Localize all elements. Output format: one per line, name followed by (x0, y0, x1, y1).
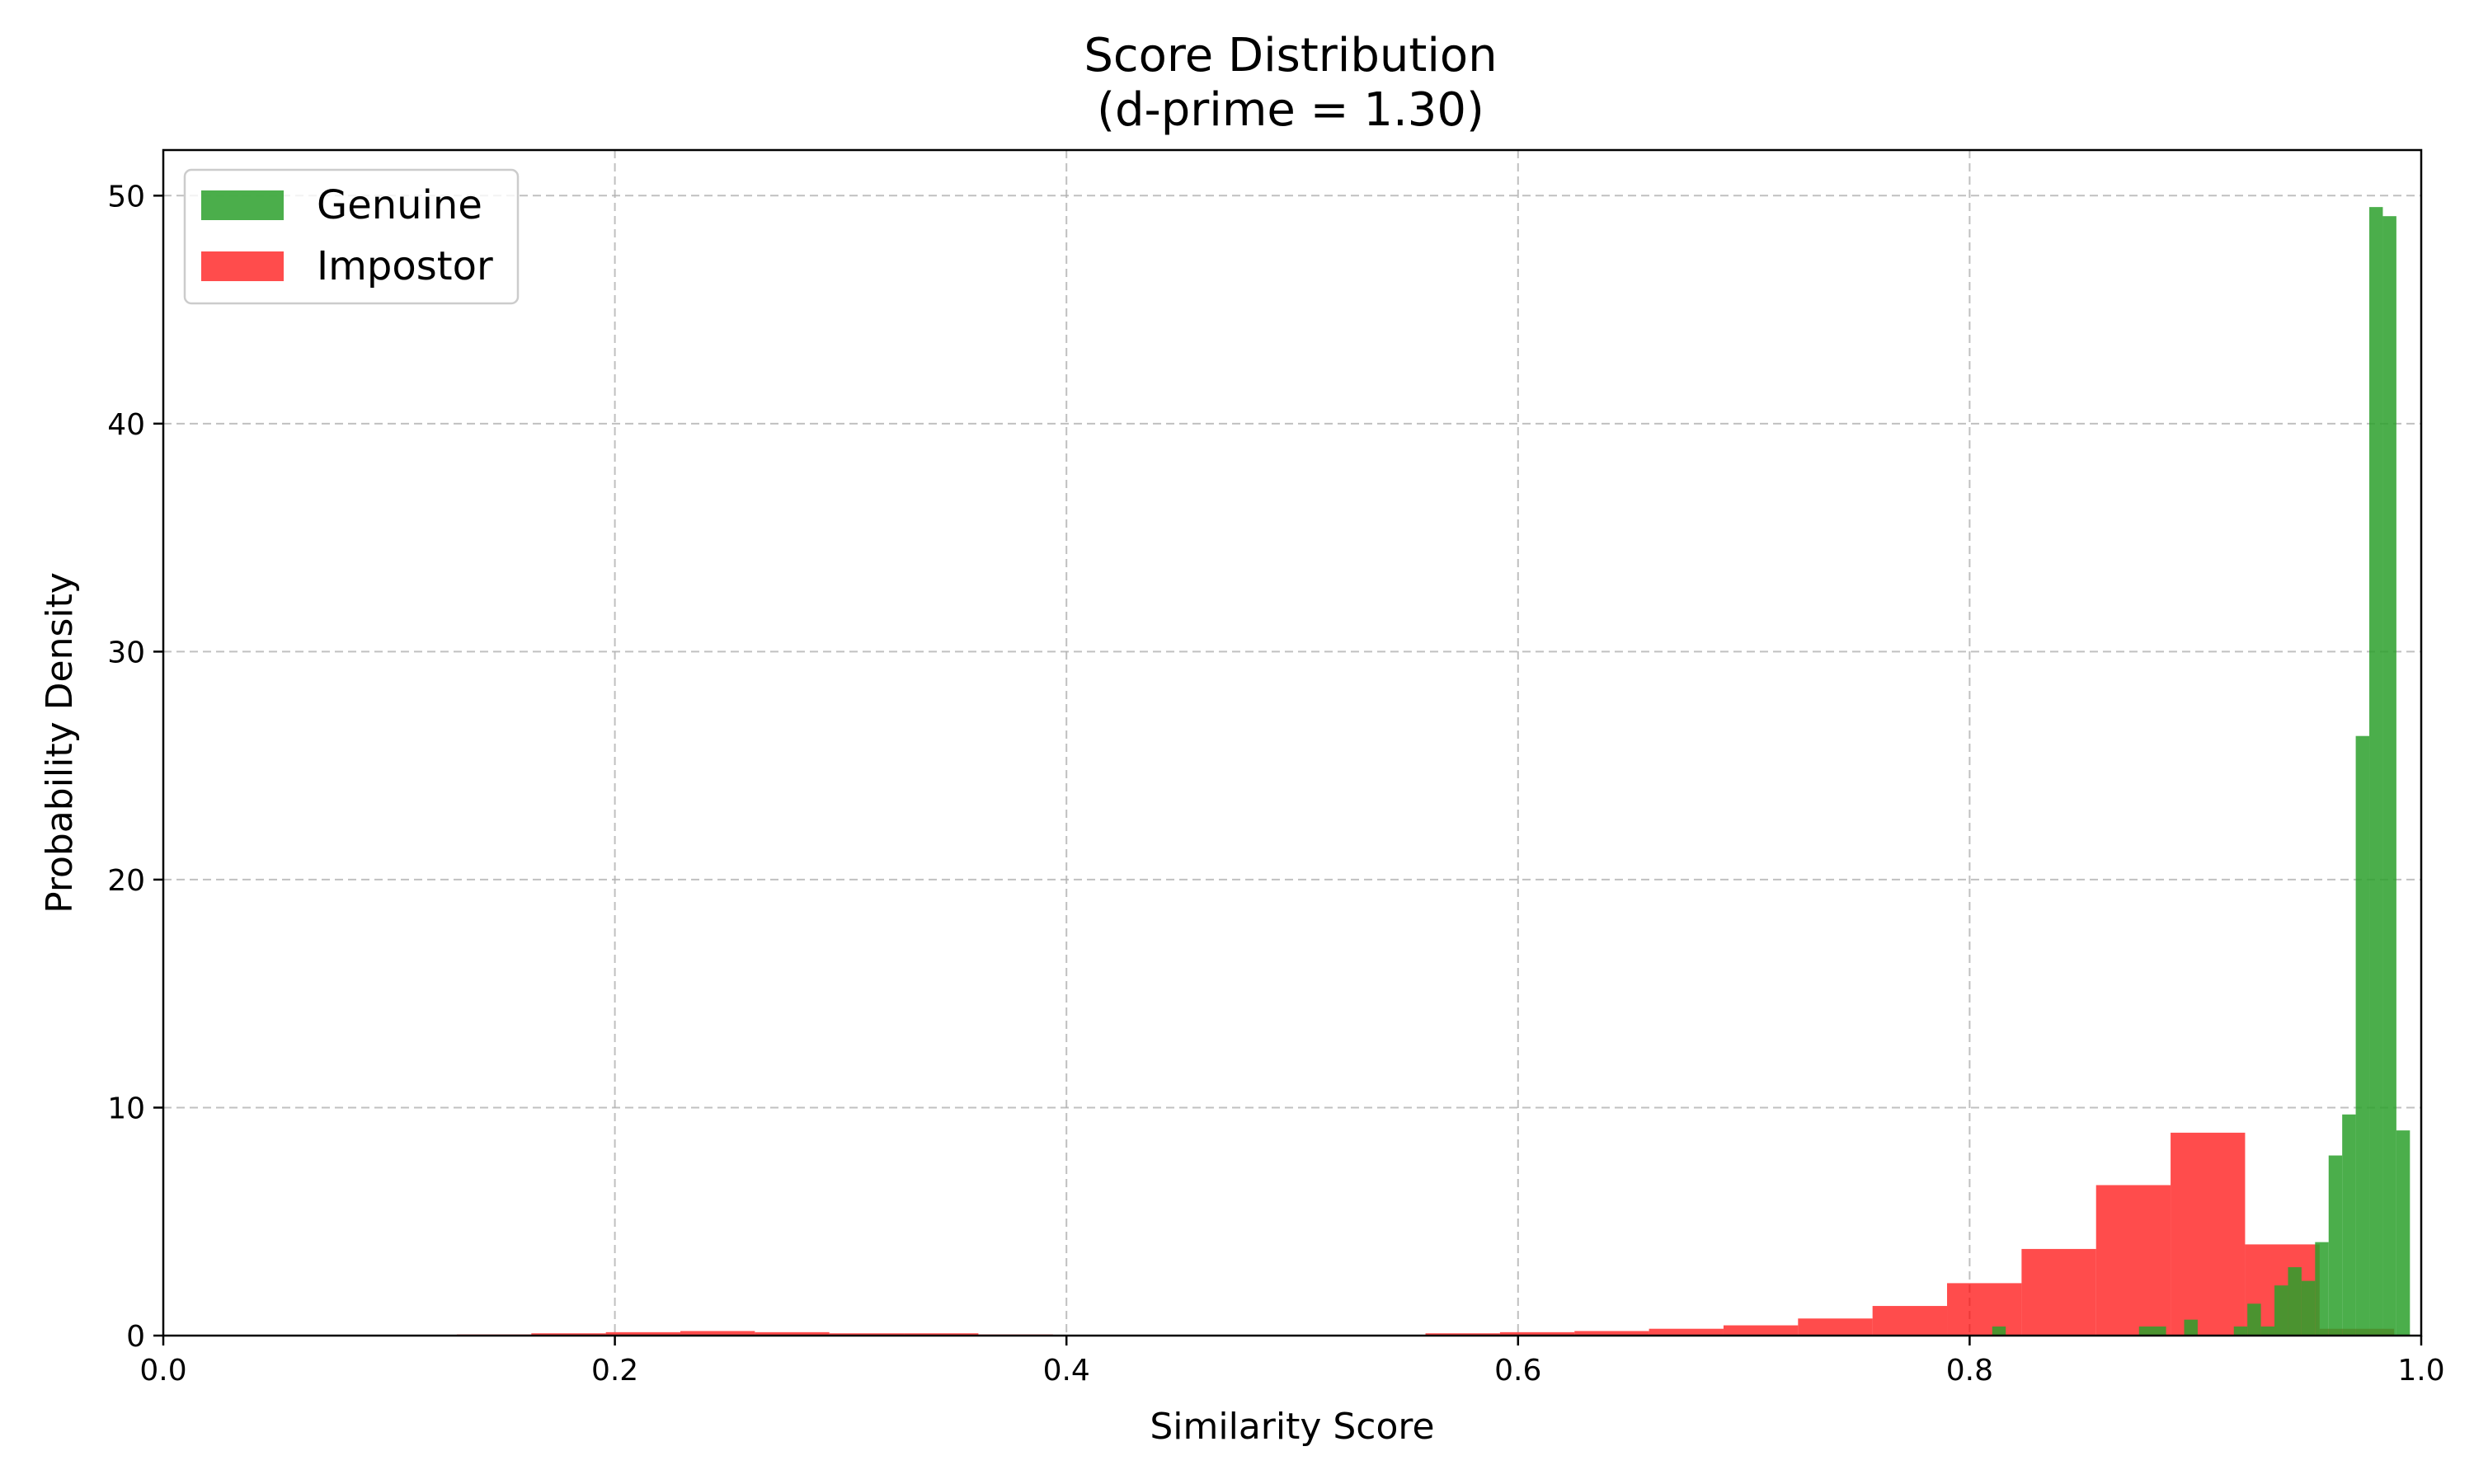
bar-impostor (680, 1331, 755, 1336)
y-tick-label: 10 (107, 1092, 145, 1125)
plot-background (163, 150, 2421, 1336)
legend-label-impostor: Impostor (317, 243, 493, 289)
bar-impostor (904, 1333, 979, 1336)
bar-genuine (2328, 1155, 2343, 1336)
y-tick-label: 30 (107, 636, 145, 669)
bar-genuine (2233, 1326, 2248, 1336)
bar-impostor (1872, 1306, 1948, 1336)
chart-title: Score Distribution (1084, 29, 1497, 82)
legend-swatch-impostor (201, 251, 284, 281)
x-axis-ticks: 0.0 0.2 0.4 0.6 0.8 1.0 (139, 1336, 2445, 1388)
bar-genuine (2301, 1280, 2316, 1336)
plot-frame (162, 148, 2423, 1337)
bar-impostor (755, 1331, 830, 1336)
x-tick-label: 0.0 (139, 1354, 186, 1388)
bar-impostor (1947, 1283, 2022, 1336)
bar-impostor (2171, 1132, 2246, 1336)
plot-area: 0.0 0.2 0.4 0.6 0.8 1.0 0 10 20 30 40 50 (107, 148, 2445, 1388)
x-tick-label: 0.4 (1043, 1354, 1090, 1388)
bar-genuine (2396, 1130, 2411, 1336)
x-tick-label: 0.6 (1494, 1354, 1541, 1388)
bar-impostor (1425, 1333, 1500, 1336)
bar-genuine (1992, 1326, 2006, 1336)
bar-genuine (2382, 216, 2396, 1336)
bar-genuine (2369, 207, 2383, 1336)
x-axis-label: Similarity Score (1150, 1406, 1434, 1448)
series-genuine (1992, 207, 2411, 1336)
bar-genuine (2274, 1285, 2288, 1336)
x-tick-label: 0.8 (1946, 1354, 1993, 1388)
bar-impostor (1723, 1325, 1799, 1336)
bar-impostor (1499, 1331, 1575, 1336)
bar-impostor (1798, 1318, 1873, 1336)
bar-impostor (2021, 1248, 2096, 1336)
bar-genuine (2355, 735, 2370, 1336)
grid-lines (163, 150, 2421, 1336)
legend-label-genuine: Genuine (317, 182, 482, 228)
bar-genuine (2184, 1319, 2198, 1336)
bar-impostor (2095, 1185, 2171, 1336)
bar-genuine (2342, 1114, 2356, 1336)
bar-impostor (531, 1333, 606, 1336)
bar-genuine (2315, 1242, 2329, 1336)
legend-swatch-genuine (201, 190, 284, 220)
series-impostor (456, 1132, 2395, 1336)
histogram-bars (456, 207, 2411, 1336)
chart-subtitle: (d-prime = 1.30) (1097, 83, 1484, 137)
bar-impostor (829, 1333, 905, 1336)
bar-impostor (605, 1331, 681, 1336)
y-axis-ticks: 0 10 20 30 40 50 (107, 180, 163, 1354)
bar-impostor (1649, 1328, 1724, 1336)
y-tick-label: 20 (107, 864, 145, 898)
x-tick-label: 0.2 (591, 1354, 638, 1388)
legend: Genuine Impostor (183, 168, 520, 305)
y-tick-label: 0 (126, 1320, 145, 1354)
bar-impostor (1574, 1331, 1649, 1336)
bar-genuine (2138, 1326, 2166, 1336)
y-axis-label: Probability Density (39, 572, 81, 913)
x-tick-label: 1.0 (2397, 1354, 2444, 1388)
bar-genuine (2247, 1303, 2261, 1336)
bar-genuine (2288, 1267, 2302, 1336)
y-tick-label: 40 (107, 408, 145, 442)
y-tick-label: 50 (107, 180, 145, 214)
bar-genuine (2260, 1326, 2275, 1336)
